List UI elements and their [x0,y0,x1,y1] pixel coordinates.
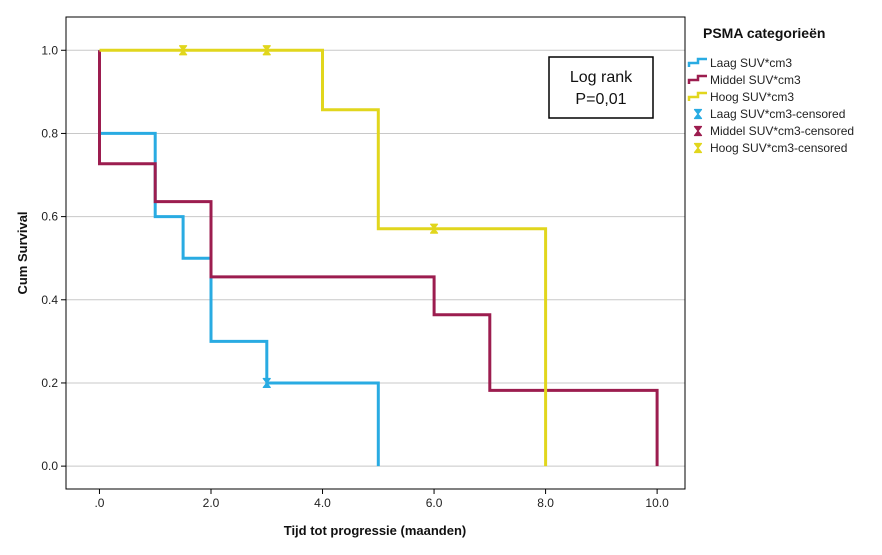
y-axis-ticks: 0.0 0.2 0.4 0.6 0.8 1.0 [41,43,66,473]
y-tick-label-0: 0.0 [41,459,58,473]
x-tick-label-2: 4.0 [314,496,331,510]
annotation-line-1: Log rank [570,69,633,86]
survival-line-middel-suv-cm3 [98,50,659,467]
plot-frame [65,16,686,490]
annotation-line-2: P=0,01 [575,91,626,108]
y-tick-label-2: 0.4 [41,293,58,307]
survival-line-laag-suv-cm3 [98,50,380,467]
legend-title: PSMA categorieën [703,25,825,41]
y-axis-title: Cum Survival [15,211,30,294]
annotation-box [548,56,654,119]
y-tick-label-1: 0.2 [41,376,58,390]
survival-line-hoog-suv-cm3 [99,48,548,467]
x-axis-ticks: .0 2.0 4.0 6.0 8.0 10.0 [94,489,669,510]
legend-censor-swatch-middel-suv-cm3 [693,125,703,137]
legend-label-middel-suv-cm3: Middel SUV*cm3 [710,73,801,87]
censor-marker-hoog-suv-cm3-2 [429,223,439,234]
log-rank-annotation: Log rank P=0,01 [548,56,654,119]
x-tick-label-3: 6.0 [426,496,443,510]
censor-marker-hoog-suv-cm3-0 [179,45,188,56]
legend-swatch-laag-suv-cm3 [687,57,707,67]
censored-markers [179,45,439,389]
x-tick-label-0: .0 [94,496,104,510]
y-tick-label-5: 1.0 [41,43,58,57]
legend-censor-swatch-hoog-suv-cm3 [693,142,703,154]
legend-censor-label-laag-suv-cm3: Laag SUV*cm3-censored [710,107,845,121]
x-tick-label-5: 10.0 [645,496,669,510]
x-tick-label-4: 8.0 [537,496,554,510]
y-tick-label-3: 0.6 [41,210,58,224]
legend-censor-label-hoog-suv-cm3: Hoog SUV*cm3-censored [710,141,847,155]
survival-curves [98,48,659,467]
censor-marker-hoog-suv-cm3-1 [262,45,271,56]
legend: Laag SUV*cm3 Middel SUV*cm3 Hoog SUV*cm3 La… [687,56,854,155]
censor-marker-laag-suv-cm3-0 [262,377,271,389]
x-axis-title: Tijd tot progressie (maanden) [284,523,467,538]
legend-swatch-hoog-suv-cm3 [687,91,707,101]
legend-label-laag-suv-cm3: Laag SUV*cm3 [710,56,792,70]
legend-censor-swatch-laag-suv-cm3 [693,108,703,120]
y-tick-label-4: 0.8 [41,126,58,140]
legend-swatch-middel-suv-cm3 [687,74,707,84]
legend-censor-label-middel-suv-cm3: Middel SUV*cm3-censored [710,124,854,138]
legend-label-hoog-suv-cm3: Hoog SUV*cm3 [710,90,794,104]
x-tick-label-1: 2.0 [203,496,220,510]
